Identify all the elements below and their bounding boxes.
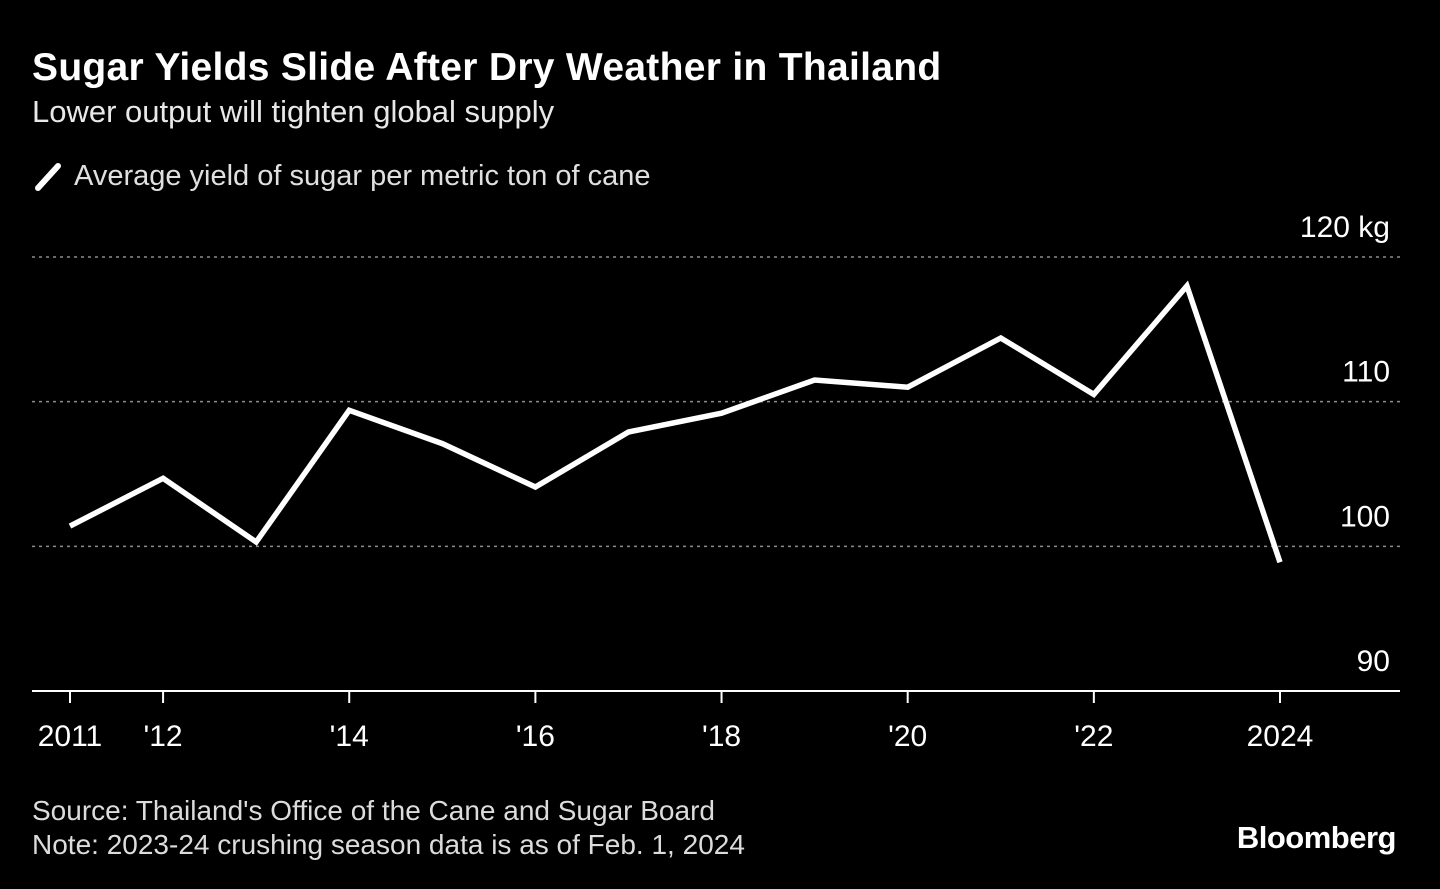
chart-subtitle: Lower output will tighten global supply	[32, 94, 555, 129]
x-tick-label: '22	[1074, 720, 1113, 753]
legend: Average yield of sugar per metric ton of…	[32, 156, 651, 196]
x-tick-label: '16	[516, 720, 555, 753]
y-tick-label: 90	[1357, 645, 1390, 678]
x-tick-label: 2011	[38, 720, 103, 753]
legend-line-icon	[35, 163, 61, 191]
y-tick-label: 100	[1340, 500, 1390, 533]
footer: Source: Thailand's Office of the Cane an…	[32, 794, 745, 862]
x-tick-label: 2024	[1247, 720, 1314, 753]
chart-title: Sugar Yields Slide After Dry Weather in …	[32, 46, 942, 89]
x-axis	[32, 690, 1400, 703]
x-tick-label: '12	[144, 720, 183, 753]
data-note: Note: 2023-24 crushing season data is as…	[32, 829, 745, 860]
source-note: Source: Thailand's Office of the Cane an…	[32, 795, 715, 826]
gridlines	[32, 256, 1400, 548]
x-tick-label: '20	[888, 720, 927, 753]
x-tick-label: '14	[330, 720, 369, 753]
bloomberg-logo: Bloomberg	[1236, 820, 1397, 855]
series-line	[68, 280, 1283, 564]
legend-label: Average yield of sugar per metric ton of…	[74, 159, 651, 192]
axis-labels: 120 kg 110 100 90 2011 '12 '14 '16 '18 '20 '22 2024	[38, 211, 1390, 753]
y-tick-label: 120 kg	[1300, 211, 1390, 244]
x-tick-label: '18	[702, 720, 741, 753]
y-tick-label: 110	[1342, 356, 1390, 389]
series	[68, 280, 1283, 564]
